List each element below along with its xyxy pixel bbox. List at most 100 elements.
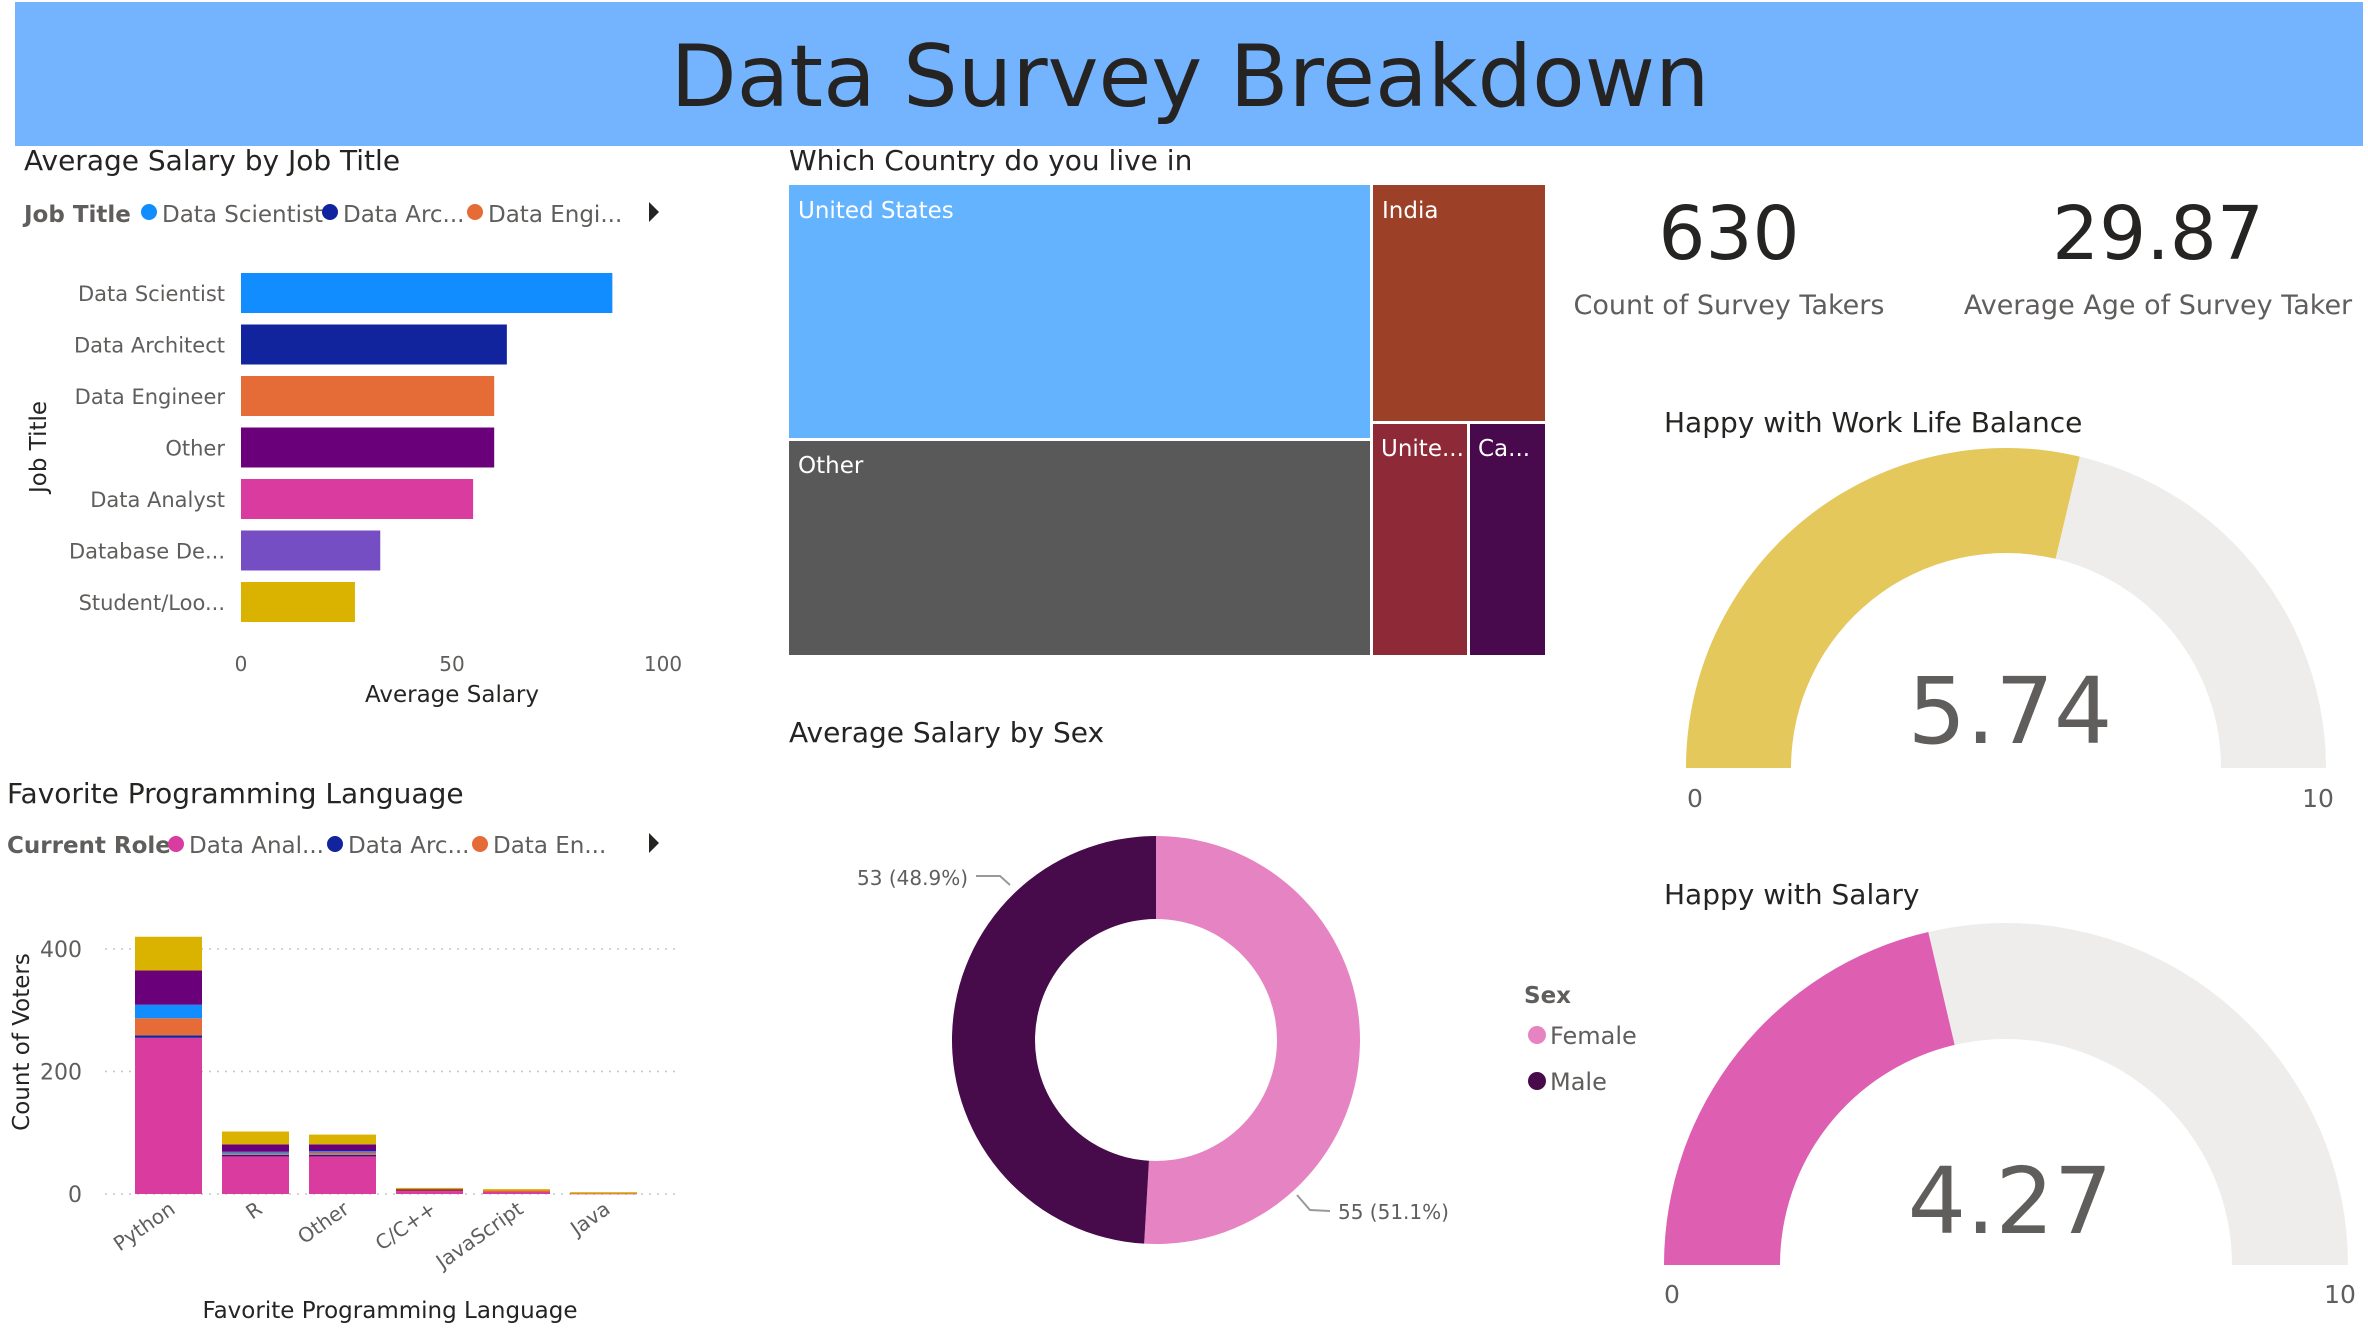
language-bar-c-c-segment-5[interactable] [396,1187,463,1190]
legend-item-data-engineer-role: Data En... [493,833,606,859]
legend-dot-data-analyst [168,836,184,852]
language-y-axis-label: Count of Voters [9,953,35,1131]
legend-item-male[interactable]: Male [1550,1068,1607,1096]
language-bar-other-segment-5[interactable] [309,1134,376,1145]
donut-slice-female[interactable] [1144,836,1360,1244]
legend-item-data-architect-role: Data Arc... [348,833,470,859]
job-title-x-tick-100: 100 [644,652,682,676]
salary-by-sex-donut-chart[interactable]: Average Salary by Sex 53 (48.9%) 55 (51.… [789,716,1637,1244]
language-chart-title: Favorite Programming Language [7,777,464,810]
job-title-category-database-de: Database De... [69,540,225,564]
job-title-legend: Job Title Data Scientist Data Arc... Dat… [22,202,659,228]
donut-label-female: 55 (51.1%) [1338,1200,1449,1224]
programming-language-stacked-chart[interactable]: Favorite Programming Language Current Ro… [7,777,675,1324]
language-legend-next-arrow-icon[interactable] [649,833,659,853]
work-life-gauge-min: 0 [1687,784,1703,813]
work-life-balance-gauge[interactable]: Happy with Work Life Balance 5.74 0 10 [1664,406,2334,813]
salary-happiness-gauge[interactable]: Happy with Salary 4.27 0 10 [1664,878,2356,1309]
language-bar-javascript-segment-5[interactable] [483,1189,550,1191]
language-bar-other-segment-3[interactable] [309,1151,376,1153]
country-treemap[interactable]: Which Country do you live in United Stat… [789,144,1545,655]
legend-dot-data-engineer [467,204,483,220]
language-y-tick-400: 400 [40,938,82,963]
job-title-x-tick-50: 50 [439,652,464,676]
language-bar-r-segment-5[interactable] [222,1131,289,1145]
language-bar-c-c-segment-0[interactable] [396,1190,463,1194]
card-survey-count-value: 630 [1658,191,1799,277]
treemap-label-united-kingdom: Unite... [1381,436,1464,462]
language-category-other: Other [293,1196,354,1249]
language-bar-other-segment-0[interactable] [309,1156,376,1194]
page-title: Data Survey Breakdown [670,27,1709,127]
job-title-category-data-scientist: Data Scientist [78,282,225,306]
language-bar-other-segment-1[interactable] [309,1154,376,1157]
job-title-chart-title: Average Salary by Job Title [24,144,400,177]
language-bar-javascript-segment-2[interactable] [483,1190,550,1192]
language-x-axis-label: Favorite Programming Language [202,1298,577,1324]
card-average-age-value: 29.87 [2052,191,2264,277]
language-bar-c-c-segment-4[interactable] [396,1189,463,1191]
salary-gauge-title: Happy with Salary [1664,878,1920,911]
work-life-gauge-max: 10 [2302,784,2334,813]
job-title-bar-student-loo[interactable] [241,582,355,622]
sex-legend: Sex Female Male [1524,983,1637,1096]
job-title-category-student-loo: Student/Loo... [79,591,225,615]
job-title-category-data-architect: Data Architect [74,334,225,358]
donut-slice-male[interactable] [951,836,1156,1244]
language-bar-r-segment-0[interactable] [222,1156,289,1194]
legend-item-data-analyst: Data Anal... [189,833,324,859]
language-bar-r-segment-2[interactable] [222,1152,289,1155]
language-bar-python-segment-1[interactable] [135,1035,202,1038]
legend-dot-female [1528,1026,1546,1044]
legend-dot-data-architect [322,204,338,220]
language-bar-java-segment-5[interactable] [570,1192,637,1194]
treemap-tile-united-kingdom[interactable] [1373,424,1467,655]
job-title-bar-data-architect[interactable] [241,324,507,365]
legend-dot-data-architect-role [327,836,343,852]
job-title-legend-title: Job Title [22,202,131,228]
language-bar-python-segment-2[interactable] [135,1018,202,1036]
legend-dot-male [1528,1072,1546,1090]
donut-label-male: 53 (48.9%) [857,866,968,890]
legend-dot-data-engineer-role [472,836,488,852]
card-survey-count-label: Count of Survey Takers [1574,290,1885,321]
treemap-label-canada: Ca... [1478,436,1530,462]
sex-legend-title: Sex [1524,983,1571,1009]
language-bar-r-segment-4[interactable] [222,1144,289,1152]
language-y-tick-200: 200 [40,1061,82,1086]
country-treemap-title: Which Country do you live in [789,144,1192,177]
language-bar-python-segment-0[interactable] [135,1037,202,1194]
language-bar-javascript-segment-0[interactable] [483,1190,550,1194]
language-bar-python-segment-5[interactable] [135,936,202,971]
donut-leader-line-male [976,875,1011,886]
job-title-y-axis-label: Job Title [26,401,52,495]
language-bar-other-segment-4[interactable] [309,1144,376,1152]
treemap-tile-other[interactable] [789,441,1370,655]
language-bar-python-segment-4[interactable] [135,970,202,1005]
job-title-bar-data-analyst[interactable] [241,479,474,519]
job-title-bar-data-engineer[interactable] [241,376,495,416]
work-life-gauge-title: Happy with Work Life Balance [1664,406,2082,439]
job-title-x-axis-label: Average Salary [365,682,539,708]
job-title-bar-other[interactable] [241,427,495,468]
language-bar-python-segment-3[interactable] [135,1004,202,1019]
language-category-c-c: C/C++ [371,1196,441,1255]
treemap-tile-india[interactable] [1373,185,1545,421]
legend-item-female[interactable]: Female [1550,1022,1637,1050]
job-title-bar-data-scientist[interactable] [241,273,613,313]
language-bar-r-segment-1[interactable] [222,1154,289,1157]
job-title-bar-database-de[interactable] [241,530,381,571]
legend-next-arrow-icon[interactable] [649,202,659,222]
job-title-category-data-engineer: Data Engineer [75,385,226,409]
treemap-tile-united-states[interactable] [789,185,1370,438]
language-bar-other-segment-2[interactable] [309,1152,376,1155]
salary-gauge-value: 4.27 [1908,1148,2113,1255]
work-life-gauge-fill [1686,448,2080,768]
salary-gauge-min: 0 [1664,1280,1680,1309]
job-title-bar-chart[interactable]: Average Salary by Job Title Job Title Da… [22,144,682,708]
treemap-tile-canada[interactable] [1470,424,1545,655]
language-bar-r-segment-3[interactable] [222,1151,289,1154]
donut-leader-line-female [1296,1194,1331,1212]
treemap-label-other: Other [798,453,864,479]
